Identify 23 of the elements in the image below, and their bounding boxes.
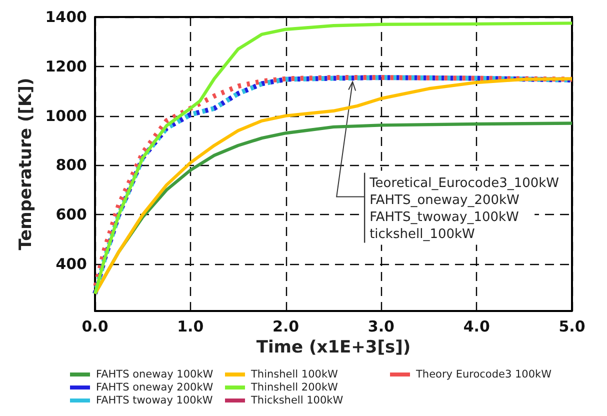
legend-label: Thinshell 200kW <box>250 382 339 394</box>
annotation: Teoretical_Eurocode3_100kW FAHTS_oneway_200kW FAHTS_twoway_100kW tickshell_100kW <box>368 176 560 242</box>
x-tick-label: 4.0 <box>463 318 490 336</box>
x-tick-label: 0.0 <box>82 318 108 336</box>
legend-label: Theory Eurocode3 100kW <box>415 368 552 380</box>
y-tick-label: 1200 <box>45 57 87 76</box>
legend-label: FAHTS oneway 100kW <box>96 368 214 380</box>
x-tick-label: 1.0 <box>177 318 204 336</box>
x-tick-label: 2.0 <box>272 318 300 336</box>
y-tick-label: 1400 <box>45 8 87 26</box>
legend-label: Thickshell 100kW <box>250 394 344 406</box>
legend-label: FAHTS twoway 100kW <box>96 394 214 406</box>
y-tick-label: 1000 <box>45 106 87 125</box>
line-series <box>93 22 574 296</box>
y-tick-label: 400 <box>56 255 87 274</box>
x-tick-label: 5.0 <box>558 318 586 336</box>
y-tick-label: 600 <box>56 206 87 224</box>
y-axis-title: Temperature ([K]) <box>16 78 36 250</box>
x-tick-label: 3.0 <box>368 318 394 336</box>
x-axis-title: Time (x1E+3[s]) <box>256 337 411 358</box>
legend-label: Thinshell 100kW <box>250 368 339 380</box>
legend-label: FAHTS oneway 200kW <box>96 382 214 394</box>
y-tick-label: 800 <box>56 156 87 174</box>
